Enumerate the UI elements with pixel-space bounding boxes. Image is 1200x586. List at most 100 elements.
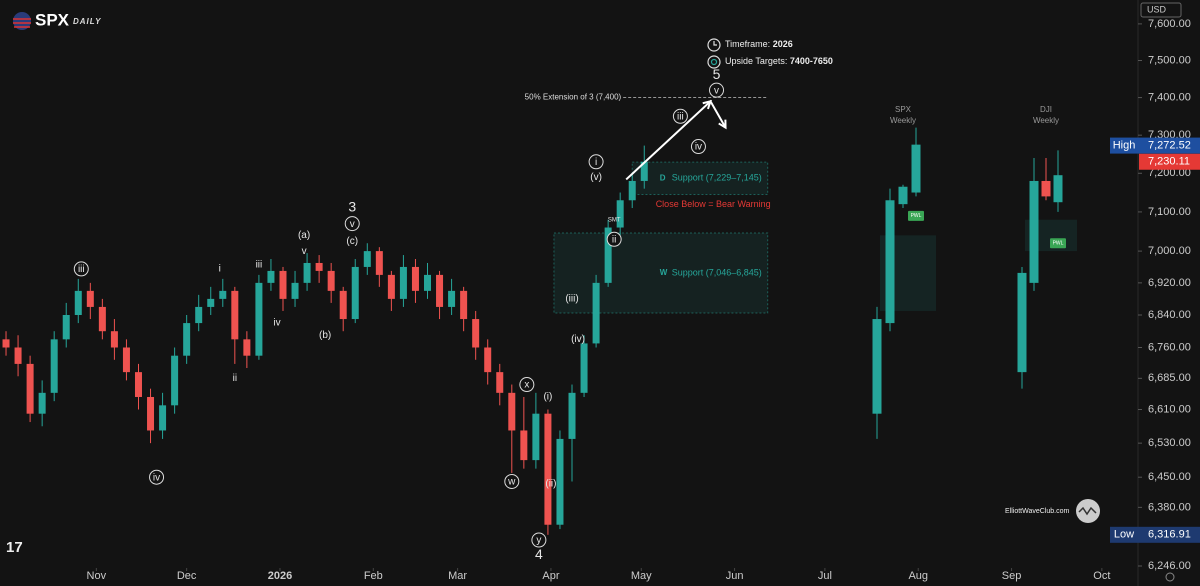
- x-tick-label: Sep: [1002, 570, 1022, 582]
- wave-circle: [504, 473, 520, 489]
- candle: [279, 266, 287, 311]
- x-tick-label: Feb: [364, 570, 383, 582]
- price-name: Low: [1114, 529, 1134, 541]
- wave-circle: [588, 154, 604, 170]
- support-zone: [631, 161, 769, 195]
- candle-body: [484, 347, 492, 373]
- y-tick-label: 7,000.00: [1148, 245, 1191, 257]
- currency-box: [1140, 2, 1182, 18]
- zone-warning: Close Below = Bear Warning: [656, 199, 771, 209]
- candle-body: [291, 282, 299, 299]
- y-tick-label: 7,100.00: [1148, 206, 1191, 218]
- timeframe: DAILY: [73, 17, 101, 26]
- candle-body: [86, 290, 94, 307]
- zone-name: D: [660, 173, 666, 182]
- zone-label: Support (7,229–7,145): [672, 173, 762, 183]
- wave-label: iv: [153, 472, 160, 483]
- clock-icon: [707, 38, 721, 52]
- candle: [604, 219, 612, 287]
- wave-label: v: [350, 219, 355, 230]
- info-box: Timeframe: 2026 Upside Targets: 7400-765…: [707, 38, 833, 69]
- candle-body: [38, 392, 46, 414]
- wave-circle: [519, 377, 535, 393]
- candle: [207, 286, 215, 315]
- candle-body: [640, 161, 648, 181]
- wave-label: w: [507, 477, 516, 488]
- info-label: Upside Targets: 7400-7650: [725, 56, 833, 66]
- wave-label: (iii): [565, 294, 578, 305]
- price-name: High: [1113, 139, 1136, 151]
- inset-candles: [872, 127, 921, 439]
- candle: [74, 278, 82, 324]
- candle: [159, 392, 167, 439]
- candle: [556, 430, 564, 530]
- price-name-box: [1110, 526, 1139, 543]
- candle-body: [267, 270, 275, 283]
- wave-label: ii: [233, 373, 237, 384]
- candle: [532, 392, 540, 469]
- candle-body: [911, 144, 921, 193]
- wave-label: v: [714, 85, 719, 96]
- price-label: 6,316.91: [1148, 529, 1191, 541]
- wave-label: SMT: [608, 217, 621, 223]
- wave-label: (ii): [545, 478, 556, 489]
- symbol: SPX: [35, 10, 70, 29]
- candle: [243, 331, 251, 369]
- currency: USD: [1147, 4, 1167, 14]
- candle: [122, 339, 130, 381]
- candle: [339, 286, 347, 332]
- info-value: 2026: [773, 39, 793, 49]
- candle-body: [436, 274, 444, 307]
- candle-body: [219, 290, 227, 299]
- candle-body: [195, 306, 203, 324]
- x-tick-label: 2026: [268, 570, 292, 582]
- badge: PWL: [1053, 241, 1064, 247]
- y-tick-label: 6,760.00: [1148, 341, 1191, 353]
- candle-body: [122, 347, 130, 373]
- candle-body: [327, 270, 335, 291]
- candle-body: [616, 200, 624, 228]
- extension-label: 50% Extension of 3 (7,400): [525, 93, 622, 102]
- candle: [110, 319, 118, 360]
- candle-body: [134, 372, 142, 397]
- info-label: Upside Targets:: [725, 56, 787, 66]
- candle: [628, 173, 636, 209]
- inset-candles: [1017, 150, 1063, 389]
- candle-body: [424, 274, 432, 291]
- inset-subtitle: Weekly: [1033, 116, 1059, 125]
- candle-body: [460, 290, 468, 320]
- y-tick-label: 7,400.00: [1148, 91, 1191, 103]
- candle: [134, 363, 142, 410]
- wave-label: (iv): [571, 334, 585, 345]
- candle-body: [520, 430, 528, 461]
- candle: [183, 314, 191, 364]
- candle-body: [147, 396, 155, 431]
- watermark-icon: [1076, 499, 1100, 523]
- info-value: 7400-7650: [790, 56, 833, 66]
- price-label: 7,272.52: [1148, 139, 1191, 151]
- candle: [38, 380, 46, 427]
- y-tick-label: 6,246.00: [1148, 560, 1191, 572]
- candle: [86, 282, 94, 320]
- candle-body: [50, 339, 58, 393]
- candle-body: [26, 363, 34, 414]
- candle-body: [872, 319, 882, 414]
- candle-body: [411, 266, 419, 291]
- wave-label: (a): [298, 230, 310, 241]
- candle-body: [171, 355, 179, 406]
- candle: [436, 270, 444, 320]
- x-tick-label: Oct: [1093, 570, 1110, 582]
- logo: SPX DAILY: [13, 10, 101, 30]
- wave-label: (c): [346, 236, 358, 247]
- settings-icon[interactable]: [1165, 572, 1175, 582]
- candle-body: [207, 298, 215, 307]
- inset-name: DJI: [1040, 105, 1052, 114]
- wave-label: (b): [319, 330, 331, 341]
- wave-circle: [531, 532, 547, 548]
- candle-body: [243, 339, 251, 356]
- candle: [303, 253, 311, 291]
- candle: [375, 247, 383, 287]
- candle: [472, 310, 480, 360]
- wave-label: iv: [273, 318, 280, 329]
